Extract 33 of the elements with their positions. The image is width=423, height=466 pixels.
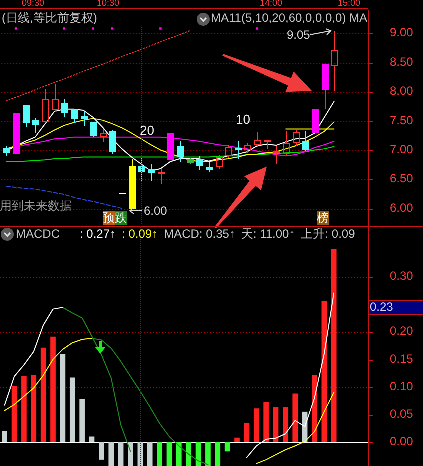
text: : 0.27↑ [80,227,116,241]
chart-subtitle: MA11(5,10,20,60,0,0,0,0) MA [211,11,368,25]
annotation: 榜 [317,211,329,225]
annotation: 9.05 [287,28,310,42]
annotation: MACD: 0.35↑ [164,227,236,241]
y-tick-label: 0.05 [390,407,414,421]
y-tick-label: 6.00 [390,200,414,215]
y-tick-label: 0.15 [390,352,414,366]
y-tick-label: 7.50 [390,113,414,128]
annotation: 天: 11.00↑ [241,227,296,241]
y-tick-label: 0.30 [390,269,414,284]
y-tick-label: 7.00 [390,142,414,157]
annotation: 用到未来数据 [0,199,72,213]
y-tick-label: 9.00 [390,26,414,40]
chart-title: (日线,等比前复权) [2,11,98,25]
y-tick-label: 6.50 [390,172,414,186]
y-tick-label: 0.20 [390,324,414,338]
annotation: 10 [236,112,250,127]
y-tick-label: 0.00 [390,434,414,449]
annotation: 6.00 [144,204,168,218]
text: 09:30 [22,0,45,9]
annotation: 上升: 0.09 [301,227,356,241]
text: 0.23 [369,300,423,315]
annotation: 20 [140,123,154,138]
y-tick-label: 0.10 [390,379,414,394]
chart-title: MACDC [16,227,60,241]
text: 10:30 [97,0,120,9]
text: : 0.09↑ [122,227,158,241]
text: 15:00 [338,0,361,9]
y-tick-label: 8.50 [390,54,414,69]
annotation: 预跌 [103,211,127,225]
text: 14:00 [260,0,283,9]
y-tick-label: 8.00 [390,84,414,98]
